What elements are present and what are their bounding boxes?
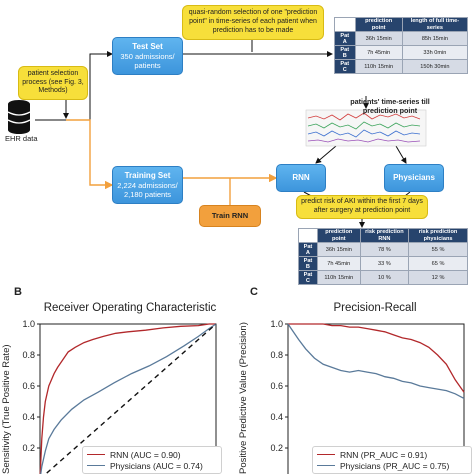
roc-legend-physicians: Physicians (AUC = 0.74) [87, 460, 217, 471]
table-row: Pat C 110h 15min 150h 30min [334, 59, 469, 74]
to-physicians-arrow [395, 145, 407, 164]
table-cell: 7h 45min [354, 45, 403, 60]
prediction-point-table: prediction point length of full time-seri… [334, 17, 469, 74]
pr-legend: RNN (PR_AUC = 0.91) Physicians (PR_AUC =… [312, 446, 472, 474]
table-header-cell [298, 228, 318, 243]
training-set-title: Training Set [124, 170, 171, 180]
timeseries-thumbnail [305, 109, 427, 147]
quasi-random-note: quasi-random selection of one "predictio… [182, 5, 324, 40]
legend-swatch [87, 465, 105, 466]
table-cell: 36h 15min [354, 31, 403, 46]
table-cell: 10 % [359, 270, 410, 285]
roc-title: Receiver Operating Characteristic [43, 302, 217, 314]
test-set-title: Test Set [132, 41, 163, 51]
physicians-label: Physicians [393, 173, 435, 182]
legend-label: RNN (AUC = 0.90) [110, 449, 181, 460]
table-row: Pat B 7h 45min 33h 0min [334, 45, 469, 60]
roc-legend-rnn: RNN (AUC = 0.90) [87, 449, 217, 460]
row-header-cell: Pat A [334, 31, 356, 46]
table-cell: 110h 15min [354, 59, 403, 74]
legend-label: Physicians (PR_AUC = 0.75) [340, 460, 450, 471]
risk-prediction-table: prediction point risk prediction RNN risk … [298, 228, 468, 285]
legend-swatch [87, 454, 105, 455]
roc-ytick-label: 0.4 [22, 412, 35, 422]
ehr-label: EHR data [5, 134, 38, 143]
table-cell: 65 % [408, 256, 468, 271]
pr-ytick-label: 1.0 [270, 319, 283, 329]
database-icon [7, 100, 31, 134]
table-cell: 78 % [359, 242, 410, 257]
train-rnn-box: Train RNN [199, 205, 261, 227]
roc-ytick-label: 0.6 [22, 381, 35, 391]
test-set-detail: 350 admissions/ patients [120, 51, 175, 70]
roc-legend: RNN (AUC = 0.90) Physicians (AUC = 0.74) [82, 446, 222, 474]
table-cell: 150h 30min [401, 59, 469, 74]
pr-ytick-label: 0.6 [270, 381, 283, 391]
rnn-box: RNN [276, 164, 326, 192]
legend-swatch [317, 465, 335, 466]
panel-c-letter: C [250, 286, 258, 298]
roc-chance-line [44, 323, 217, 474]
table-header-row: prediction point length of full time-seri… [334, 17, 469, 32]
training-set-box: Training Set 2,224 admissions/ 2,180 pat… [112, 166, 183, 204]
roc-series-line-0 [39, 323, 216, 474]
pr-legend-rnn: RNN (PR_AUC = 0.91) [317, 449, 467, 460]
legend-swatch [317, 454, 335, 455]
legend-label: Physicians (AUC = 0.74) [110, 460, 203, 471]
to-rnn-arrow [315, 145, 337, 164]
to-training-arrow [66, 119, 114, 190]
row-header-cell: Pat C [334, 59, 356, 74]
panel-b-letter: B [14, 286, 22, 298]
pr-title: Precision-Recall [333, 302, 417, 314]
roc-ytick-label: 1.0 [22, 319, 35, 329]
legend-label: RNN (PR_AUC = 0.91) [340, 449, 428, 460]
pr-series-line-1 [287, 323, 465, 399]
table-cell: 12 % [408, 270, 468, 285]
row-header-cell: Pat C [298, 270, 318, 285]
table-header-cell [334, 17, 356, 32]
roc-series-line-1 [40, 323, 217, 474]
table-cell: 36h 15min [316, 242, 361, 257]
patient-selection-note: patient selection process (see Fig. 3, M… [18, 66, 88, 100]
training-set-detail: 2,224 admissions/ 2,180 patients [117, 180, 178, 199]
physicians-box: Physicians [384, 164, 444, 192]
table-row: Pat C 110h 15min 10 % 12 % [298, 270, 468, 285]
test-set-box: Test Set 350 admissions/ patients [112, 37, 183, 75]
table-row: Pat A 36h 15min 85h 15min [334, 31, 469, 46]
table-header-cell: risk prediction RNN [359, 228, 410, 243]
roc-ytick-label: 0.2 [22, 443, 35, 453]
rnn-label: RNN [292, 173, 310, 182]
pr-ytick-label: 0.8 [270, 350, 283, 360]
roc-ytick-label: 0.8 [22, 350, 35, 360]
table-cell: 7h 45min [316, 256, 361, 271]
pr-ytick-label: 0.2 [270, 443, 283, 453]
pr-series-line-0 [288, 323, 465, 393]
pr-ytick-label: 0.4 [270, 412, 283, 422]
timeseries-label: patients' time-series till prediction po… [350, 97, 430, 115]
table-header-cell: prediction point [354, 17, 403, 32]
predict-risk-note: predict risk of AKI within the first 7 d… [296, 195, 428, 219]
table-cell: 33h 0min [401, 45, 469, 60]
table-row: Pat B 7h 45min 33 % 65 % [298, 256, 468, 271]
row-header-cell: Pat B [334, 45, 356, 60]
pr-legend-physicians: Physicians (PR_AUC = 0.75) [317, 460, 467, 471]
